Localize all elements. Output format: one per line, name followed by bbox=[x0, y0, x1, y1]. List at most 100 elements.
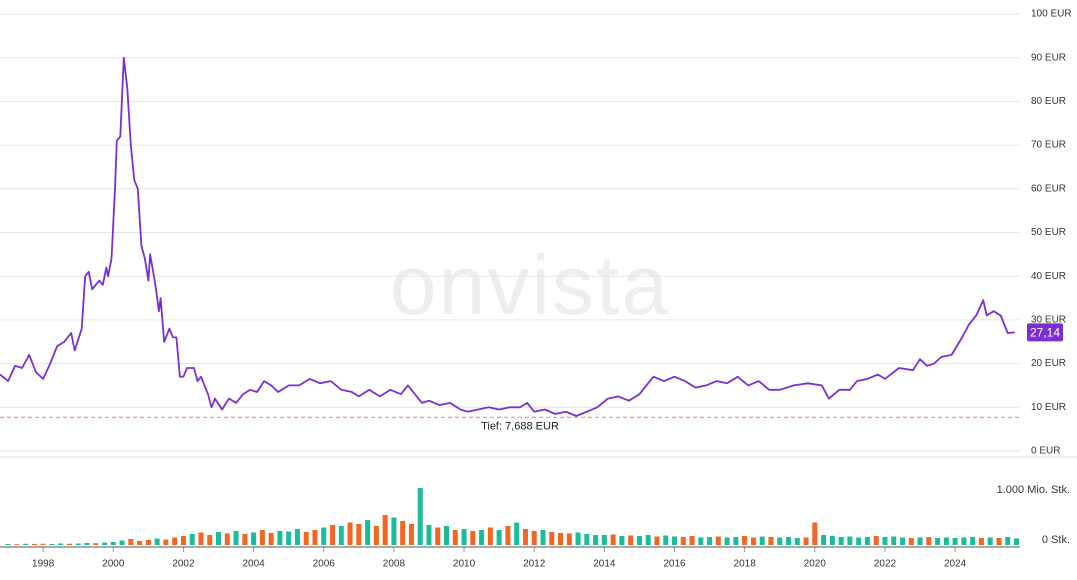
volume-bar bbox=[680, 537, 686, 545]
y-tick-label: 100 EUR bbox=[1031, 9, 1072, 20]
volume-bar bbox=[856, 537, 862, 545]
volume-bar bbox=[654, 536, 660, 545]
volume-bar bbox=[601, 535, 607, 545]
volume-bar bbox=[970, 537, 976, 545]
x-tick-label: 2024 bbox=[944, 559, 967, 570]
volume-bar bbox=[303, 532, 309, 545]
volume-bar bbox=[1005, 537, 1011, 545]
volume-bar bbox=[172, 537, 178, 545]
volume-bar bbox=[496, 530, 502, 545]
volume-bar bbox=[470, 531, 476, 545]
volume-bar bbox=[373, 526, 379, 545]
x-tick-label: 2020 bbox=[804, 559, 827, 570]
x-tick-label: 1998 bbox=[32, 559, 55, 570]
volume-bar bbox=[128, 539, 134, 545]
volume-bar bbox=[391, 517, 397, 545]
x-tick-label: 2010 bbox=[453, 559, 476, 570]
volume-bar bbox=[137, 541, 143, 545]
volume-bar bbox=[926, 537, 932, 545]
volume-bar bbox=[996, 538, 1002, 545]
volume-bar bbox=[338, 526, 344, 545]
x-tick-label: 2004 bbox=[242, 559, 265, 570]
volume-bar bbox=[935, 538, 941, 545]
volume-bar bbox=[84, 543, 90, 545]
volume-bar bbox=[365, 520, 371, 545]
volume-bar bbox=[189, 534, 195, 545]
volume-bar bbox=[251, 532, 257, 545]
volume-bar bbox=[829, 536, 835, 545]
volume-bar bbox=[917, 537, 923, 545]
x-tick-label: 2014 bbox=[593, 559, 616, 570]
volume-bar bbox=[14, 544, 20, 545]
volume-bar bbox=[672, 536, 678, 545]
last-label: 27,14 bbox=[1030, 326, 1060, 340]
y-tick-label: 10 EUR bbox=[1031, 402, 1066, 413]
volume-bar bbox=[49, 544, 55, 545]
volume-bar bbox=[66, 543, 72, 545]
volume-bar bbox=[58, 543, 64, 545]
volume-bar bbox=[873, 536, 879, 545]
last-badge bbox=[1027, 323, 1063, 342]
x-tick-label: 2006 bbox=[313, 559, 336, 570]
volume-bar bbox=[207, 535, 213, 545]
y-tick-label: 20 EUR bbox=[1031, 358, 1066, 369]
volume-bar bbox=[347, 522, 353, 545]
volume-bar bbox=[610, 534, 616, 545]
volume-bar bbox=[268, 533, 274, 545]
volume-bar bbox=[821, 535, 827, 545]
volume-bar bbox=[689, 536, 695, 545]
volume-bar bbox=[566, 533, 572, 545]
volume-bar bbox=[768, 537, 774, 545]
volume-bar bbox=[242, 534, 248, 545]
volume-bar bbox=[531, 531, 537, 545]
volume-bar bbox=[5, 544, 11, 545]
volume-bar bbox=[487, 527, 493, 545]
volume-bar bbox=[777, 537, 783, 545]
volume-bar bbox=[444, 526, 450, 545]
volume-bar bbox=[233, 531, 239, 545]
volume-bar bbox=[435, 527, 441, 545]
volume-tick-label: 1.000 Mio. Stk. bbox=[997, 484, 1070, 496]
volume-bar bbox=[663, 535, 669, 545]
y-tick-label: 50 EUR bbox=[1031, 227, 1066, 238]
volume-bar bbox=[154, 538, 160, 545]
y-tick-label: 30 EUR bbox=[1031, 315, 1066, 326]
x-tick-label: 2012 bbox=[523, 559, 546, 570]
x-tick-label: 2000 bbox=[102, 559, 125, 570]
volume-bar bbox=[943, 537, 949, 545]
volume-bar bbox=[759, 536, 765, 545]
volume-bar bbox=[382, 515, 388, 545]
volume-bar bbox=[803, 537, 809, 545]
y-tick-label: 90 EUR bbox=[1031, 52, 1066, 63]
y-tick-label: 60 EUR bbox=[1031, 183, 1066, 194]
volume-bar bbox=[707, 537, 713, 545]
volume-bar bbox=[558, 533, 564, 545]
volume-bar bbox=[891, 536, 897, 545]
x-tick-label: 2022 bbox=[874, 559, 897, 570]
volume-bar bbox=[23, 543, 29, 545]
volume-bar bbox=[961, 537, 967, 545]
volume-bar bbox=[180, 536, 186, 545]
volume-tick-label: 0 Stk. bbox=[1042, 534, 1070, 546]
volume-bar bbox=[75, 543, 81, 545]
volume-bar bbox=[724, 537, 730, 545]
volume-bar bbox=[110, 542, 116, 545]
volume-bar bbox=[277, 531, 283, 545]
volume-bar bbox=[452, 530, 458, 545]
volume-bar bbox=[619, 536, 625, 545]
volume-bar bbox=[628, 535, 634, 545]
volume-bar bbox=[216, 532, 222, 545]
volume-bar bbox=[31, 544, 37, 545]
volume-bar bbox=[163, 539, 169, 545]
volume-bar bbox=[593, 535, 599, 545]
x-tick-label: 2008 bbox=[383, 559, 406, 570]
volume-bar bbox=[978, 538, 984, 545]
volume-bar bbox=[224, 533, 230, 545]
volume-bar bbox=[540, 530, 546, 545]
volume-bar bbox=[899, 537, 905, 545]
volume-bar bbox=[356, 524, 362, 545]
volume-bar bbox=[838, 537, 844, 545]
x-tick-label: 2002 bbox=[172, 559, 195, 570]
volume-bar bbox=[505, 526, 511, 545]
